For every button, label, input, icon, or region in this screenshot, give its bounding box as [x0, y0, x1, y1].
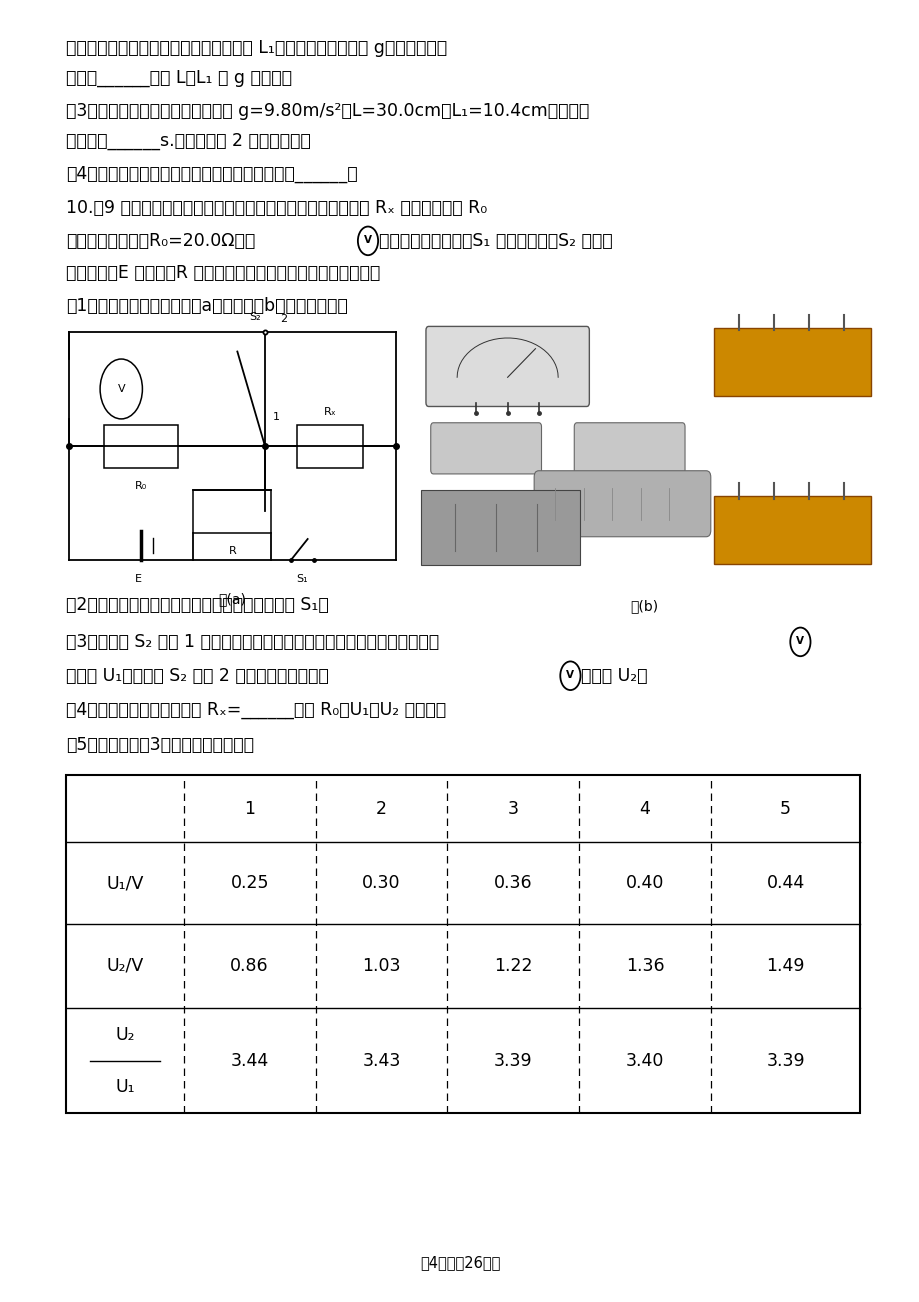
Text: V: V	[364, 234, 371, 245]
Text: 手指夹住尺子。若夹住尺子的位置刻度为 L₁，重力加速度大小为 g，则乙的反应: 手指夹住尺子。若夹住尺子的位置刻度为 L₁，重力加速度大小为 g，则乙的反应	[66, 39, 447, 57]
Text: 3.39: 3.39	[766, 1052, 804, 1070]
Text: 为标准定值电阻（R₀=20.0Ω）；: 为标准定值电阻（R₀=20.0Ω）；	[66, 232, 255, 250]
Text: （4）写出一条能提高测量结果准确程度的建议：______。: （4）写出一条能提高测量结果准确程度的建议：______。	[66, 165, 357, 184]
Text: 图(a): 图(a)	[218, 592, 246, 607]
Text: 3.39: 3.39	[494, 1052, 532, 1070]
Text: （3）将开关 S₂ 掷于 1 端，改变滑动变阻器滑动端的位置，记下此时电压表: （3）将开关 S₂ 掷于 1 端，改变滑动变阻器滑动端的位置，记下此时电压表	[66, 633, 439, 651]
Text: 0.86: 0.86	[230, 957, 268, 975]
Text: V: V	[796, 637, 803, 646]
Text: 图(b): 图(b)	[630, 599, 657, 613]
Text: 5: 5	[779, 799, 790, 818]
Text: 1.49: 1.49	[766, 957, 804, 975]
FancyBboxPatch shape	[713, 496, 869, 564]
Text: U₂/V: U₂/V	[107, 957, 143, 975]
FancyBboxPatch shape	[534, 471, 710, 536]
Text: 0.36: 0.36	[494, 874, 532, 892]
Text: 4: 4	[639, 799, 650, 818]
Text: 0.44: 0.44	[766, 874, 804, 892]
Text: V: V	[118, 384, 125, 395]
Text: E: E	[134, 574, 142, 585]
Text: U₂: U₂	[115, 1026, 134, 1044]
Text: 1: 1	[244, 799, 255, 818]
Text: 0.40: 0.40	[625, 874, 664, 892]
Text: （3）已知当地的重力加速度大小为 g=9.80m/s²，L=30.0cm，L₁=10.4cm。乙的反: （3）已知当地的重力加速度大小为 g=9.80m/s²，L=30.0cm，L₁=…	[66, 102, 589, 120]
Text: 可视为理想电压表；S₁ 为单刀开关，S₂ 为单刀: 可视为理想电压表；S₁ 为单刀开关，S₂ 为单刀	[379, 232, 612, 250]
Text: U₁/V: U₁/V	[107, 874, 143, 892]
Bar	[66, 775, 859, 1113]
Text: 0.30: 0.30	[362, 874, 401, 892]
Text: 3.44: 3.44	[231, 1052, 268, 1070]
FancyBboxPatch shape	[573, 423, 685, 474]
Text: 2: 2	[279, 314, 287, 324]
Bar	[297, 424, 363, 469]
Text: Rₓ: Rₓ	[323, 408, 336, 417]
FancyBboxPatch shape	[713, 328, 869, 396]
Bar	[193, 490, 271, 533]
Text: 1.03: 1.03	[362, 957, 401, 975]
FancyBboxPatch shape	[430, 423, 541, 474]
Text: 双掷开关；E 为电源；R 为滑动变阻器。采用如下步骤完成实验：: 双掷开关；E 为电源；R 为滑动变阻器。采用如下步骤完成实验：	[66, 264, 380, 283]
Text: R: R	[228, 546, 236, 556]
Text: 10.（9 分）一课外实验小组用如图所示的电路测量某待测电阻 Rₓ 的阻值，图中 R₀: 10.（9 分）一课外实验小组用如图所示的电路测量某待测电阻 Rₓ 的阻值，图中…	[66, 199, 487, 217]
Text: （1）按照实验原理线路图（a），将图（b）中实物连线；: （1）按照实验原理线路图（a），将图（b）中实物连线；	[66, 297, 347, 315]
Text: 2: 2	[376, 799, 387, 818]
FancyBboxPatch shape	[421, 491, 579, 565]
Text: 第4页（共26页）: 第4页（共26页）	[419, 1255, 500, 1271]
Bar	[104, 424, 177, 469]
Text: U₁: U₁	[115, 1078, 135, 1096]
Text: S₁: S₁	[296, 574, 308, 585]
Text: 3: 3	[507, 799, 518, 818]
Text: （2）将滑动变阻器滑动端置于适当的位置，闭合 S₁；: （2）将滑动变阻器滑动端置于适当的位置，闭合 S₁；	[66, 596, 329, 615]
Text: 应时间为______s.（结果保留 2 位有效数字）: 应时间为______s.（结果保留 2 位有效数字）	[66, 132, 311, 150]
Text: 1.22: 1.22	[494, 957, 532, 975]
Text: 3.43: 3.43	[362, 1052, 400, 1070]
Text: 的示数 U₁；然后将 S₂ 掷于 2 端，记下此时电压表: 的示数 U₁；然后将 S₂ 掷于 2 端，记下此时电压表	[66, 667, 329, 685]
Text: 的示数 U₂；: 的示数 U₂；	[581, 667, 647, 685]
Text: 1: 1	[272, 413, 279, 422]
Text: （4）待测电阻阻值的表达式 Rₓ=______（用 R₀、U₁、U₂ 表示）；: （4）待测电阻阻值的表达式 Rₓ=______（用 R₀、U₁、U₂ 表示）；	[66, 700, 446, 719]
Text: 0.25: 0.25	[230, 874, 268, 892]
Text: S₂: S₂	[249, 311, 261, 322]
Text: 3.40: 3.40	[625, 1052, 664, 1070]
Text: 1.36: 1.36	[625, 957, 664, 975]
Text: （5）重复步骤（3），得到如下数据：: （5）重复步骤（3），得到如下数据：	[66, 736, 254, 754]
Text: V: V	[566, 671, 573, 680]
Text: 时间为______（用 L、L₁ 和 g 表示）。: 时间为______（用 L、L₁ 和 g 表示）。	[66, 69, 292, 87]
FancyBboxPatch shape	[425, 327, 589, 406]
Text: R₀: R₀	[134, 482, 147, 491]
